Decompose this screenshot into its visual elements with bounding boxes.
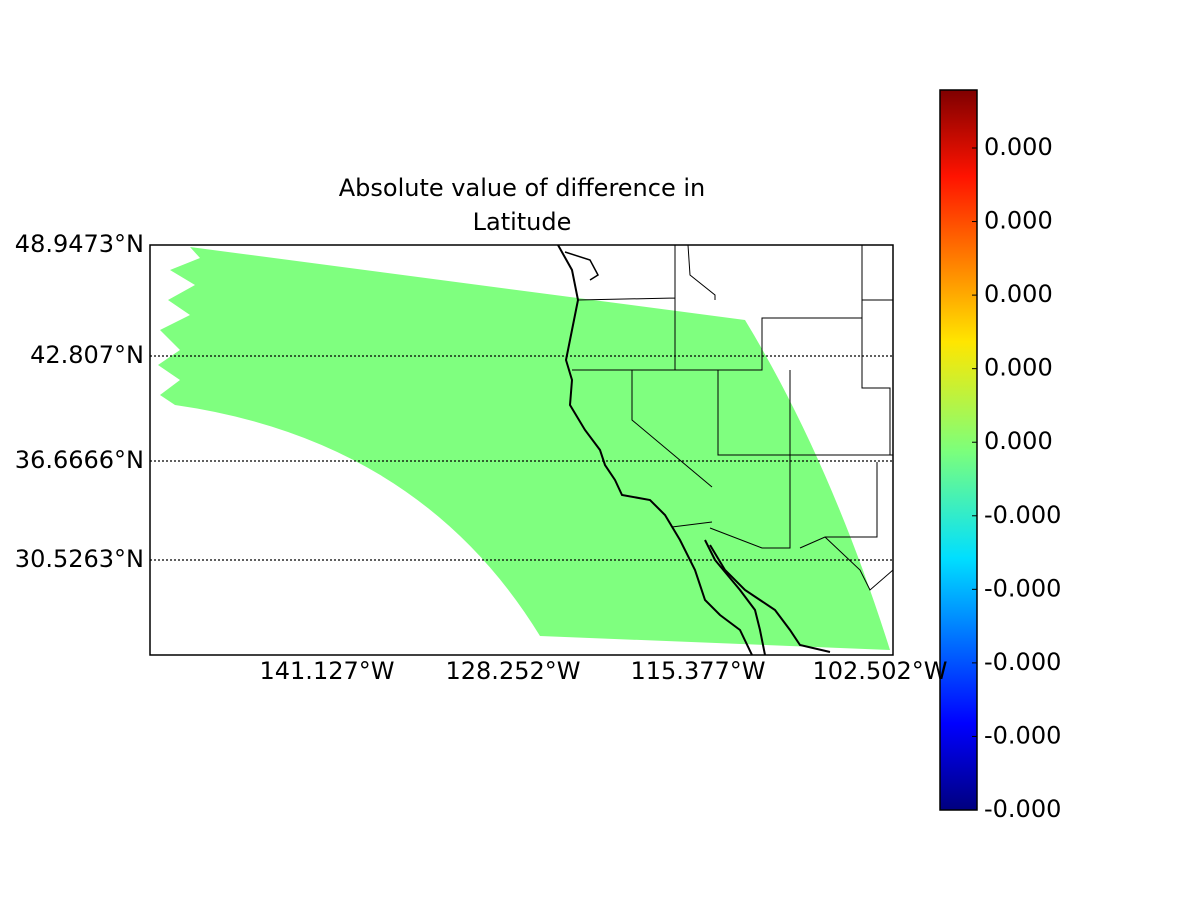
colorbar-label: 0.000 xyxy=(984,354,1053,382)
colorbar-label: -0.000 xyxy=(984,721,1061,749)
map-area xyxy=(158,245,893,655)
title-line: Latitude xyxy=(473,208,572,236)
meridian-label: 141.127°W xyxy=(260,657,395,685)
colorbar-label: 0.000 xyxy=(984,280,1053,308)
parallel-label: 48.9473°N xyxy=(15,230,144,258)
parallel-label: 30.5263°N xyxy=(15,545,144,573)
colorbar xyxy=(939,89,978,811)
data-swath xyxy=(158,247,890,650)
colorbar-label: 0.000 xyxy=(984,427,1053,455)
colorbar-label: 0.000 xyxy=(984,207,1053,235)
coastlines xyxy=(557,245,893,655)
parallel-label: 36.6666°N xyxy=(15,446,144,474)
meridian-label: 128.252°W xyxy=(446,657,581,685)
colorbar-label: -0.000 xyxy=(984,501,1061,529)
colorbar-label: -0.000 xyxy=(984,574,1061,602)
colorbar-label: 0.000 xyxy=(984,133,1053,161)
colorbar-label: -0.000 xyxy=(984,795,1061,823)
title-line: Absolute value of difference in xyxy=(339,174,705,202)
meridian-label: 102.502°W xyxy=(813,657,948,685)
colorbar-label: -0.000 xyxy=(984,648,1061,676)
meridian-label: 115.377°W xyxy=(631,657,766,685)
parallel-label: 42.807°N xyxy=(30,341,144,369)
map-frame xyxy=(149,244,894,656)
